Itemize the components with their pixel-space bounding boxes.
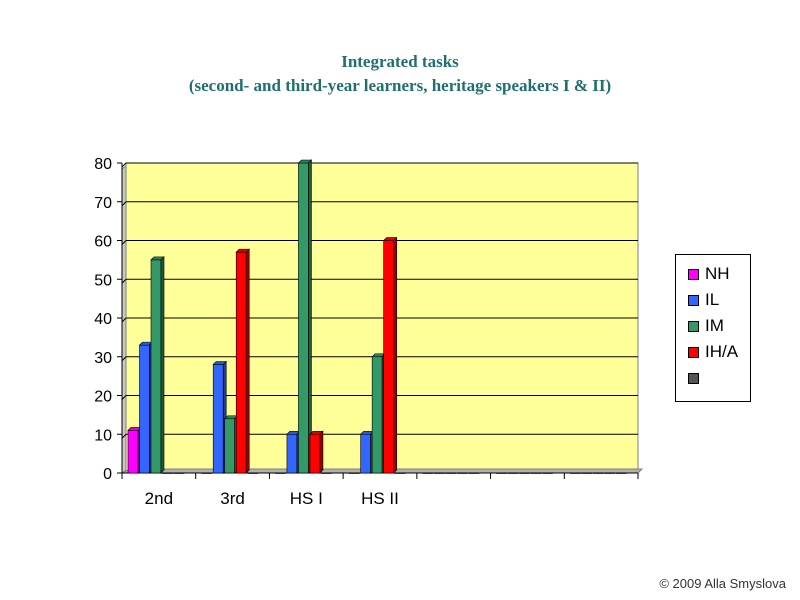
legend-item: NH [688, 263, 730, 285]
bar-series5-3 [394, 472, 406, 474]
bar-nh-0 [127, 426, 142, 474]
legend-item: IM [688, 315, 724, 337]
bar-im-5 [519, 472, 530, 474]
bar-series5-2 [321, 472, 332, 474]
chart-subtitle: (second- and third-year learners, herita… [188, 76, 612, 95]
bar-im-1 [223, 415, 239, 474]
legend-item: IH/A [688, 341, 738, 363]
bar-il-5 [507, 472, 519, 474]
bar-ih-a-3 [382, 236, 398, 474]
bar-ih-a-5 [530, 472, 542, 474]
bar-il-6 [581, 472, 593, 474]
bar-nh-2 [275, 472, 286, 474]
bar-series5-1 [247, 472, 259, 474]
chart-title: Integrated tasks [341, 52, 459, 71]
copyright-notice: © 2009 Alla Smyslova [659, 576, 786, 591]
bar-im-0 [150, 256, 165, 474]
gridline-side [121, 356, 127, 362]
bar-im-6 [592, 472, 604, 474]
legend-swatch [688, 294, 699, 306]
bar-ih-a-4 [457, 472, 468, 474]
y-tick-label: 20 [94, 389, 112, 406]
bar-nh-3 [348, 472, 360, 474]
bar-nh-5 [496, 472, 507, 474]
bar-il-1 [212, 360, 227, 474]
legend-item [688, 367, 705, 389]
legend-item: IL [688, 289, 719, 311]
gridline-side [121, 240, 127, 245]
bar-il-0 [138, 341, 154, 474]
gridline-side [121, 395, 127, 400]
x-tick-label: HS I [290, 489, 323, 508]
chart-legend: NH IL IM IH/A [675, 254, 751, 402]
bar-nh-6 [569, 472, 581, 474]
bar-il-3 [359, 430, 375, 474]
gridline-side [121, 162, 127, 168]
bar-im-3 [371, 353, 386, 474]
x-tick-label: HS II [361, 489, 399, 508]
legend-swatch [688, 268, 699, 280]
bar-series5-4 [468, 472, 480, 474]
bar-nh-4 [422, 472, 434, 474]
bar-series5-5 [542, 472, 553, 474]
gridline-side [121, 201, 127, 207]
x-tick-label: 3rd [220, 489, 245, 508]
bar-ih-a-1 [235, 248, 250, 474]
y-tick-label: 0 [103, 466, 112, 483]
legend-label: IL [705, 290, 720, 309]
legend-swatch [688, 346, 699, 358]
legend-label: NH [705, 264, 730, 283]
bar-il-4 [434, 472, 445, 474]
bar-series5-0 [173, 472, 185, 474]
legend-swatch [688, 372, 699, 384]
bar-im-2 [297, 159, 313, 474]
bar-ih-a-2 [309, 430, 324, 474]
y-tick-label: 50 [94, 272, 112, 289]
bar-ih-a-0 [162, 472, 173, 474]
gridline-side [121, 317, 127, 323]
bar-series5-6 [615, 472, 627, 474]
y-tick-label: 10 [94, 427, 112, 444]
gridline-side [121, 433, 127, 439]
legend-swatch [688, 320, 699, 332]
bar-im-4 [445, 472, 457, 474]
x-tick-label: 2nd [145, 489, 173, 508]
y-tick-label: 80 [94, 156, 112, 173]
legend-label: IM [705, 316, 724, 335]
y-tick-label: 30 [94, 350, 112, 367]
bar-il-2 [286, 430, 301, 474]
y-tick-label: 60 [94, 234, 112, 251]
y-tick-label: 70 [94, 195, 112, 212]
legend-label: IH/A [705, 342, 739, 361]
bar-nh-1 [201, 472, 213, 474]
gridline-side [121, 278, 127, 284]
bar-ih-a-6 [604, 472, 616, 474]
y-tick-label: 40 [94, 311, 112, 328]
